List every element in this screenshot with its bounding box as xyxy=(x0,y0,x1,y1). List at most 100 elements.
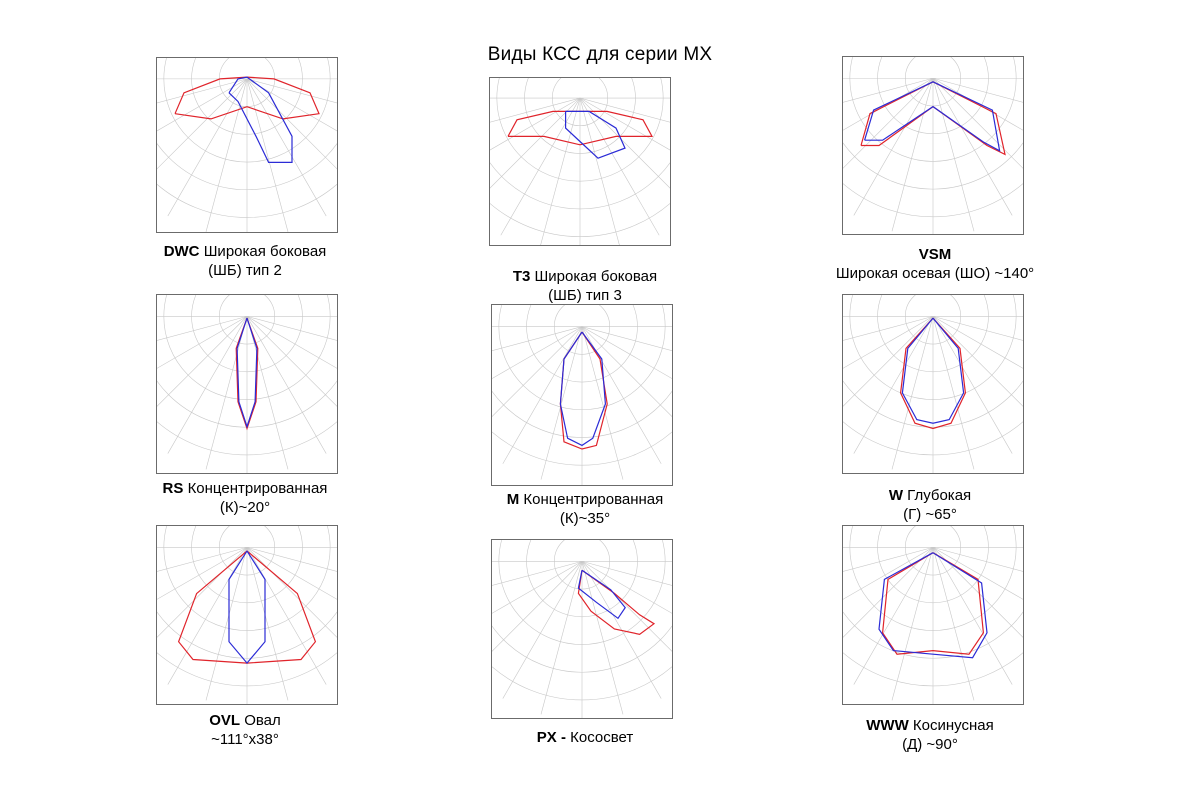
grid-ring xyxy=(218,295,276,345)
grid-spoke xyxy=(932,77,1023,103)
caption-code: PX - xyxy=(536,729,566,746)
grid-spoke xyxy=(932,547,975,701)
grid-spoke xyxy=(853,547,934,685)
grid-spoke xyxy=(932,547,1023,600)
grid-spoke xyxy=(246,78,337,132)
curve-blue xyxy=(228,550,266,665)
caption-m: M Концентрированная (К)~35° xyxy=(465,490,705,528)
grid-spoke xyxy=(246,316,289,470)
grid-spoke xyxy=(932,316,1023,341)
grid-spoke xyxy=(492,326,583,379)
caption-line1: Глубокая xyxy=(903,487,972,504)
caption-code: W xyxy=(888,487,903,504)
grid-spoke xyxy=(891,78,934,232)
curve-red xyxy=(577,569,656,635)
caption-line2: (Д) ~90° xyxy=(902,736,958,753)
grid-spoke xyxy=(157,547,248,600)
grid-spoke xyxy=(540,561,583,715)
grid-spoke xyxy=(246,78,337,170)
caption-www: WWW Косинусная (Д) ~90° xyxy=(815,716,1045,754)
grid-spoke xyxy=(246,316,337,407)
curve-blue xyxy=(577,569,626,620)
caption-code: RS xyxy=(162,480,184,497)
grid-ring xyxy=(849,57,1017,162)
grid-ring xyxy=(843,652,1023,687)
curve-blue xyxy=(564,110,626,159)
grid-ring xyxy=(490,203,670,237)
grid-spoke xyxy=(205,316,248,470)
grid-spoke xyxy=(492,326,583,352)
chart-m xyxy=(491,304,673,486)
grid-spoke xyxy=(932,547,1013,685)
grid-spoke xyxy=(853,316,934,454)
grid-spoke xyxy=(891,547,934,701)
grid-ring xyxy=(498,540,666,645)
caption-code: WWW xyxy=(866,717,909,734)
grid-spoke xyxy=(157,547,248,638)
grid-spoke xyxy=(490,97,581,123)
caption-line1: Широкая боковая xyxy=(534,268,658,285)
polar-grid xyxy=(492,540,672,718)
chart-w xyxy=(842,294,1024,474)
grid-spoke xyxy=(246,78,327,217)
grid-spoke xyxy=(932,316,1013,454)
grid-ring xyxy=(498,305,666,411)
grid-spoke xyxy=(157,316,248,369)
caption-line1: Широкая боковая xyxy=(203,243,327,260)
grid-spoke xyxy=(932,78,1013,216)
grid-spoke xyxy=(843,78,934,169)
grid-spoke xyxy=(843,547,934,572)
grid-spoke xyxy=(167,547,248,685)
grid-ring xyxy=(490,162,670,210)
grid-spoke xyxy=(246,547,337,600)
grid-ring xyxy=(191,526,303,604)
grid-spoke xyxy=(579,97,660,236)
curve-blue xyxy=(559,331,607,447)
grid-spoke xyxy=(891,316,934,470)
grid-spoke xyxy=(540,97,581,245)
grid-spoke xyxy=(492,561,583,652)
grid-spoke xyxy=(853,78,934,216)
polar-grid xyxy=(157,295,337,473)
grid-spoke xyxy=(843,316,934,369)
grid-spoke xyxy=(843,77,934,103)
grid-spoke xyxy=(540,326,583,480)
grid-spoke xyxy=(581,561,624,715)
grid-ring xyxy=(163,58,331,163)
page-title: Виды КСС для серии МХ xyxy=(487,44,713,65)
grid-ring xyxy=(492,431,672,466)
grid-spoke xyxy=(157,316,248,341)
grid-spoke xyxy=(246,547,337,572)
curve-blue xyxy=(878,552,988,659)
grid-ring xyxy=(163,295,331,400)
caption-line1: Кососвет xyxy=(570,729,634,746)
grid-ring xyxy=(526,540,638,618)
grid-spoke xyxy=(502,561,583,699)
grid-spoke xyxy=(157,78,248,132)
curve-blue xyxy=(864,81,1001,152)
caption-line2: (К)~35° xyxy=(559,510,611,527)
caption-dwc: DWC Широкая боковая (ШБ) тип 2 xyxy=(130,242,360,280)
grid-spoke xyxy=(581,326,624,480)
caption-w: W Глубокая (Г) ~65° xyxy=(815,486,1045,524)
caption-line2: (К)~20° xyxy=(219,499,271,516)
caption-line1: Овал xyxy=(244,712,281,729)
grid-ring xyxy=(849,526,1017,631)
grid-spoke xyxy=(932,316,1023,407)
grid-spoke xyxy=(246,316,337,341)
curve-red xyxy=(881,552,985,655)
grid-spoke xyxy=(246,78,337,104)
grid-spoke xyxy=(932,316,1023,369)
grid-spoke xyxy=(167,316,248,454)
caption-line1: Концентрированная xyxy=(187,480,328,497)
caption-line1: Косинусная xyxy=(912,717,994,734)
chart-www xyxy=(842,525,1024,705)
caption-line2: (ШБ) тип 2 xyxy=(208,262,282,279)
grid-spoke xyxy=(157,316,248,407)
grid-spoke xyxy=(205,78,248,232)
grid-ring xyxy=(218,526,276,576)
grid-spoke xyxy=(246,547,289,701)
grid-ring xyxy=(553,540,611,590)
grid-ring xyxy=(191,58,303,135)
grid-spoke xyxy=(500,97,581,236)
